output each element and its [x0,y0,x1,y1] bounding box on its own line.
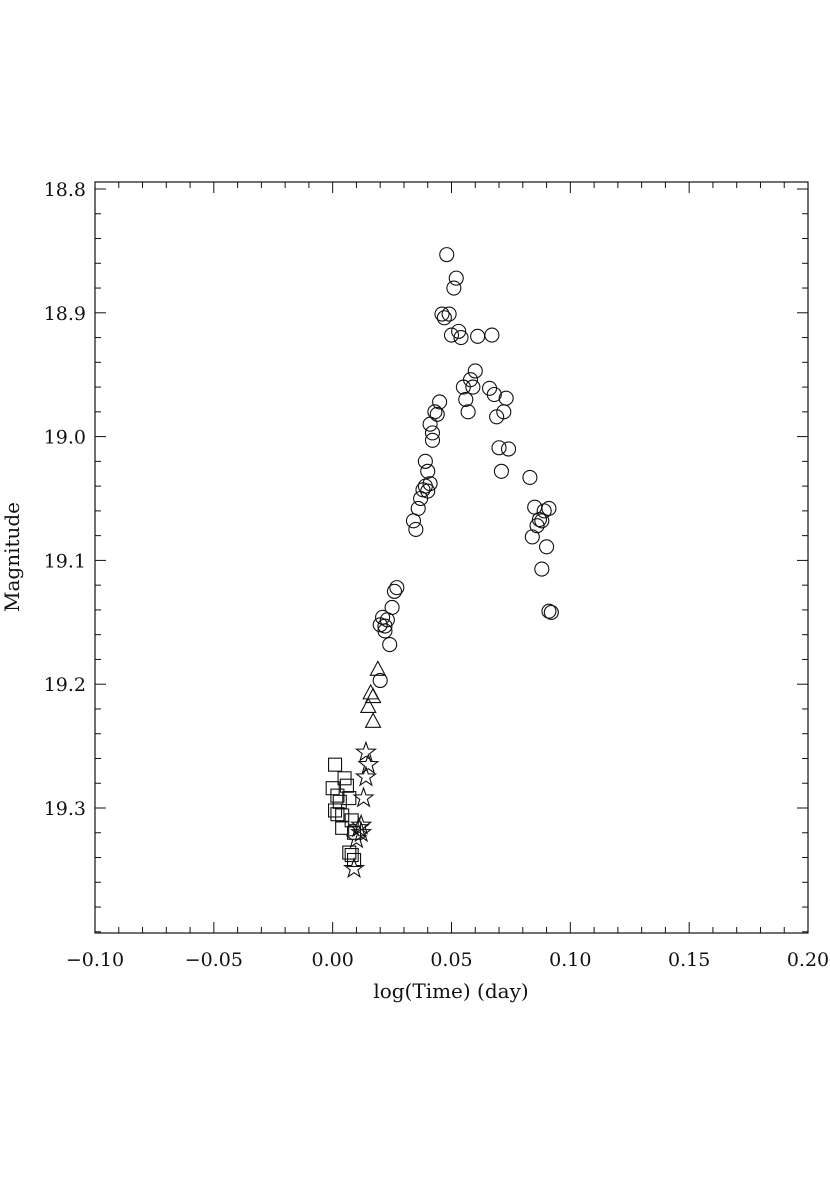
square-point [327,803,343,818]
circle-point [453,330,469,346]
circle-point [427,404,443,420]
x-tick-label: −0.05 [185,949,243,971]
y-tick-label: 19.3 [44,798,86,820]
circle-point [422,476,438,492]
y-tick-labels: 18.8 18.9 19.0 19.1 19.2 19.3 [44,179,86,820]
star-point [357,752,380,775]
circle-point [467,363,483,379]
square-point [342,791,357,806]
star-point [350,813,373,835]
circle-point [531,511,547,528]
circle-point [386,583,403,599]
y-tick-label: 19.0 [44,427,86,449]
x-tick-label: −0.10 [66,949,124,971]
data-points [325,247,559,879]
circle-point [455,379,471,395]
circle-point [484,327,500,343]
circle-point [432,394,448,410]
circle-point [439,247,455,263]
circle-point [451,323,467,339]
circle-point [429,406,445,422]
square-point [347,852,362,868]
circle-point [524,529,540,545]
x-axis-title: log(Time) (day) [373,979,528,1003]
circle-point [541,500,557,516]
circle-point [384,599,400,615]
x-tick-labels: −0.10 −0.05 0.00 0.05 0.10 0.15 0.20 [66,949,829,971]
triangle-point [364,712,382,728]
circle-point [462,372,479,388]
square-point [325,781,340,796]
circle-point [534,513,550,529]
x-tick-label: 0.20 [787,949,829,971]
y-tick-label: 18.8 [44,179,86,201]
circle-point [436,310,452,326]
circle-point [489,409,505,425]
triangle-point [369,660,387,676]
circle-point [491,440,507,456]
circle-point [424,425,441,441]
star-point [347,816,370,838]
circle-point [434,306,450,322]
circle-point [377,618,393,634]
circle-point [539,539,555,555]
x-tick-label: 0.00 [312,949,354,971]
y-axis-title: Magnitude [0,502,24,612]
circle-point [372,672,388,689]
circle-point [500,441,517,457]
triangle-point [359,697,377,714]
circle-point [470,328,486,344]
star-point [345,827,368,849]
circle-point [424,432,441,448]
circle-point [460,404,476,420]
circle-point [458,391,474,408]
y-tick-label: 19.2 [44,674,86,696]
circle-point [493,463,509,479]
star-point [350,821,373,843]
square-point [339,778,354,793]
square-point [332,794,347,809]
circle-point [522,469,538,486]
circle-point [382,637,398,653]
circle-point [498,390,514,406]
x-tick-label: 0.10 [549,949,591,971]
square-point [342,845,357,860]
star-point [354,765,378,787]
square-point [335,808,350,823]
star-point [354,740,378,762]
star-point [342,856,366,879]
circle-point [448,270,464,286]
square-point [344,847,359,863]
x-tick-label: 0.15 [668,949,710,971]
circle-point [486,386,502,403]
circle-point [465,379,481,395]
square-point [330,807,345,822]
circle-point [443,327,460,343]
circle-point [408,521,424,538]
y-tick-label: 18.9 [44,303,86,325]
plot-frame [94,181,809,934]
triangle-point [364,687,382,704]
square-point [337,771,352,786]
circle-point [534,561,550,577]
x-tick-label: 0.05 [430,949,472,971]
circle-point [420,463,436,479]
square-point [335,820,350,835]
circle-point [541,603,557,619]
circle-point [410,500,426,516]
circle-point [446,280,462,296]
y-tick-label: 19.1 [44,550,86,572]
circle-point [481,380,498,396]
square-point [327,757,343,772]
circle-point [543,604,559,620]
circle-point [529,518,545,534]
circle-point [389,580,405,596]
circle-point [417,453,433,469]
circle-point [441,306,457,322]
star-point [352,786,375,808]
